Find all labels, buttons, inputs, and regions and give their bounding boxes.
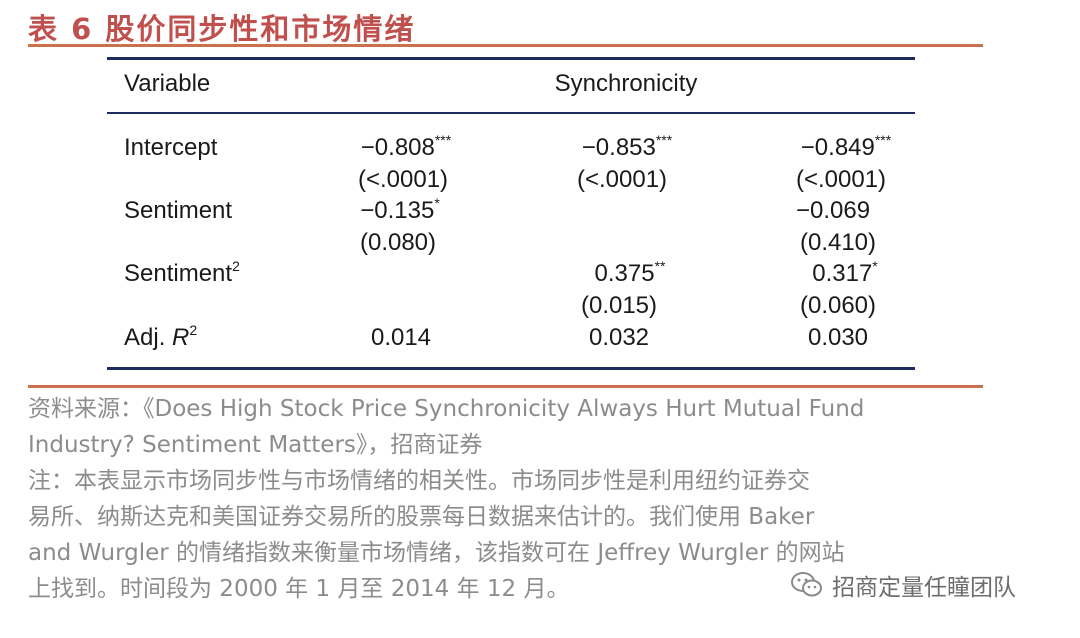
table-title: 表 6 股价同步性和市场情绪: [28, 12, 416, 46]
coef-cell: 0.317*: [812, 258, 878, 288]
se-cell: (0.080): [359, 229, 437, 256]
coef-value: 0.317: [812, 260, 873, 287]
row-label-text: Sentiment: [124, 260, 233, 287]
row-label-adj-r2: Adj. R2: [124, 322, 198, 352]
header-synchronicity: Synchronicity: [554, 70, 698, 97]
source-notes: 资料来源：《Does High Stock Price Synchronicit…: [28, 391, 983, 607]
row-label-intercept: Intercept: [124, 134, 218, 161]
se-cell: (0.060): [799, 292, 877, 319]
row-label-text: Adj.: [124, 324, 173, 351]
row-label-sentiment-squared: Sentiment2: [124, 258, 240, 288]
coef-cell: 0.375**: [594, 258, 666, 288]
coef-stars: *: [434, 195, 440, 211]
coef-cell: −0.849***: [800, 132, 892, 162]
source-line: Industry? Sentiment Matters》，招商证券: [28, 432, 483, 458]
row-label-italic: R: [172, 324, 190, 351]
table-header-rule: [107, 112, 915, 114]
se-cell: (0.015): [580, 292, 658, 319]
note-line: 注：本表显示市场同步性与市场情绪的相关性。市场同步性是利用纽约证券交: [28, 468, 810, 494]
coef-cell: −0.069: [795, 197, 871, 224]
coef-value: −0.135: [360, 197, 435, 224]
se-cell: (<.0001): [576, 166, 668, 193]
note-line: 易所、纳斯达克和美国证券交易所的股票每日数据来估计的。我们使用 Baker: [28, 504, 815, 530]
title-rule: [28, 44, 983, 47]
header-variable: Variable: [124, 70, 211, 97]
watermark: 招商定量任瞳团队: [790, 568, 1016, 602]
adj-r2-cell: 0.014: [370, 324, 432, 351]
coef-value: −0.853: [581, 134, 656, 161]
coef-cell: −0.808***: [360, 132, 452, 162]
coef-value: −0.849: [800, 134, 875, 161]
source-line: 资料来源：《Does High Stock Price Synchronicit…: [28, 396, 865, 422]
coef-stars: **: [654, 258, 666, 274]
table-top-rule: [107, 57, 915, 60]
source-rule: [28, 385, 983, 388]
coef-stars: *: [872, 258, 878, 274]
se-cell: (<.0001): [357, 166, 449, 193]
se-cell: (<.0001): [795, 166, 887, 193]
row-label-sup: 2: [189, 322, 198, 338]
table-bottom-rule: [107, 367, 915, 370]
coef-stars: ***: [655, 132, 673, 148]
row-label-sentiment: Sentiment: [124, 197, 233, 224]
note-line: and Wurgler 的情绪指数来衡量市场情绪，该指数可在 Jeffrey W…: [28, 540, 845, 566]
wechat-icon: [790, 570, 824, 600]
coef-stars: ***: [434, 132, 452, 148]
row-label-sup: 2: [232, 258, 240, 274]
se-cell: (0.410): [799, 229, 877, 256]
coef-cell: −0.853***: [581, 132, 673, 162]
adj-r2-cell: 0.030: [807, 324, 869, 351]
coef-cell: −0.135*: [360, 195, 440, 225]
adj-r2-cell: 0.032: [588, 324, 650, 351]
coef-stars: ***: [874, 132, 892, 148]
coef-value: 0.375: [594, 260, 655, 287]
coef-value: −0.808: [360, 134, 435, 161]
note-line: 上找到。时间段为 2000 年 1 月至 2014 年 12 月。: [28, 576, 570, 602]
watermark-text: 招商定量任瞳团队: [832, 575, 1016, 601]
